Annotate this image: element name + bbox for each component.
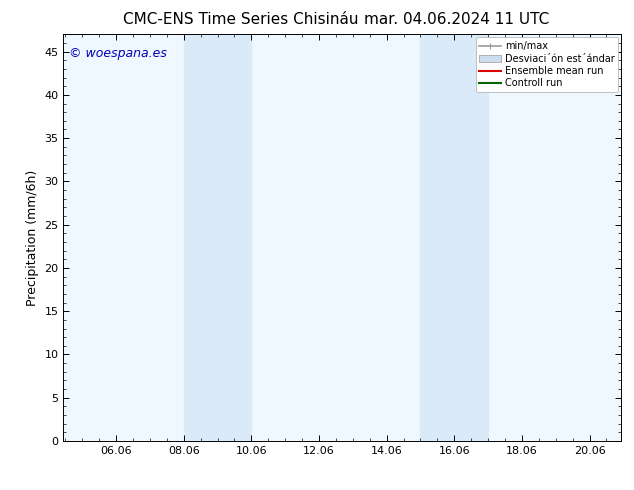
Text: © woespana.es: © woespana.es: [69, 47, 167, 59]
Text: mar. 04.06.2024 11 UTC: mar. 04.06.2024 11 UTC: [364, 12, 549, 27]
Text: CMC-ENS Time Series Chisináu: CMC-ENS Time Series Chisináu: [123, 12, 359, 27]
Bar: [184, 34, 252, 441]
Y-axis label: Precipitation (mm/6h): Precipitation (mm/6h): [26, 170, 39, 306]
Bar: [420, 34, 488, 441]
Legend: min/max, Desviaci´ón est´ándar, Ensemble mean run, Controll run: min/max, Desviaci´ón est´ándar, Ensemble…: [476, 37, 618, 92]
